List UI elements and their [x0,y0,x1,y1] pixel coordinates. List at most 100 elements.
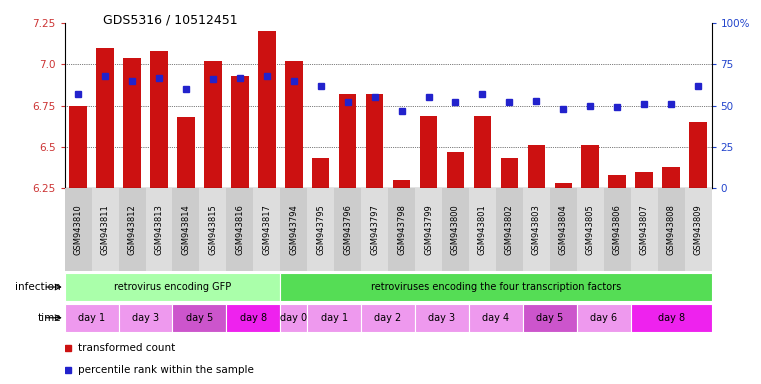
Bar [65,188,91,271]
Bar [527,145,545,188]
Text: GSM943804: GSM943804 [559,204,568,255]
Bar [258,31,275,188]
Bar [119,304,173,331]
Text: GSM943797: GSM943797 [370,204,379,255]
Bar [685,188,712,271]
Bar [603,188,631,271]
Text: GSM943817: GSM943817 [263,204,272,255]
Bar [145,188,173,271]
Bar [280,304,307,331]
Bar [253,188,280,271]
Text: retroviruses encoding the four transcription factors: retroviruses encoding the four transcrip… [371,282,621,292]
Text: GSM943795: GSM943795 [317,204,325,255]
Text: time: time [37,313,61,323]
Text: GSM943815: GSM943815 [209,204,218,255]
Bar [473,116,491,188]
Text: GSM943808: GSM943808 [667,204,676,255]
Bar [523,304,577,331]
Text: GSM943812: GSM943812 [128,204,136,255]
Bar [415,188,442,271]
Bar [496,188,523,271]
Text: day 3: day 3 [132,313,159,323]
Bar [280,273,712,301]
Bar [227,304,280,331]
Bar [65,273,280,301]
Text: GSM943809: GSM943809 [693,204,702,255]
Bar [361,304,415,331]
Bar [312,159,330,188]
Bar [361,188,388,271]
Bar [280,188,307,271]
Text: GSM943799: GSM943799 [424,204,433,255]
Text: retrovirus encoding GFP: retrovirus encoding GFP [114,282,231,292]
Bar [555,183,572,188]
Text: day 0: day 0 [280,313,307,323]
Bar [173,304,227,331]
Bar [631,188,658,271]
Text: infection: infection [15,282,61,292]
Bar [150,51,167,188]
Bar [662,167,680,188]
Text: GDS5316 / 10512451: GDS5316 / 10512451 [103,13,237,26]
Bar [285,61,303,188]
Text: GSM943794: GSM943794 [289,204,298,255]
Bar [173,188,199,271]
Text: day 2: day 2 [374,313,402,323]
Text: day 1: day 1 [78,313,105,323]
Bar [227,188,253,271]
Bar [334,188,361,271]
Bar [442,188,469,271]
Text: GSM943816: GSM943816 [235,204,244,255]
Bar [469,188,496,271]
Text: transformed count: transformed count [78,343,175,354]
Text: GSM943803: GSM943803 [532,204,541,255]
Bar [550,188,577,271]
Text: GSM943810: GSM943810 [74,204,83,255]
Bar [689,122,707,188]
Bar [339,94,356,188]
Bar [307,304,361,331]
Bar [577,304,631,331]
Text: GSM943811: GSM943811 [100,204,110,255]
Text: GSM943814: GSM943814 [181,204,190,255]
Text: GSM943806: GSM943806 [613,204,622,255]
Bar [307,188,334,271]
Text: GSM943802: GSM943802 [505,204,514,255]
Bar [177,117,195,188]
Bar [69,106,87,188]
Text: GSM943800: GSM943800 [451,204,460,255]
Text: day 5: day 5 [537,313,563,323]
Text: GSM943805: GSM943805 [586,204,595,255]
Bar [366,94,384,188]
Bar [91,188,119,271]
Text: percentile rank within the sample: percentile rank within the sample [78,364,253,375]
Bar [97,48,114,188]
Text: day 6: day 6 [591,313,617,323]
Bar [123,58,141,188]
Bar [469,304,523,331]
Text: day 5: day 5 [186,313,213,323]
Text: day 3: day 3 [428,313,456,323]
Text: GSM943807: GSM943807 [640,204,648,255]
Bar [577,188,603,271]
Bar [199,188,227,271]
Bar [65,304,119,331]
Bar [204,61,221,188]
Bar [388,188,415,271]
Bar [581,145,599,188]
Bar [523,188,550,271]
Text: GSM943801: GSM943801 [478,204,487,255]
Bar [420,116,438,188]
Bar [609,175,626,188]
Text: day 8: day 8 [658,313,685,323]
Bar [447,152,464,188]
Bar [658,188,685,271]
Text: GSM943796: GSM943796 [343,204,352,255]
Text: day 1: day 1 [320,313,348,323]
Text: GSM943798: GSM943798 [397,204,406,255]
Text: day 8: day 8 [240,313,267,323]
Bar [393,180,410,188]
Text: GSM943813: GSM943813 [154,204,164,255]
Text: day 4: day 4 [482,313,509,323]
Bar [631,304,712,331]
